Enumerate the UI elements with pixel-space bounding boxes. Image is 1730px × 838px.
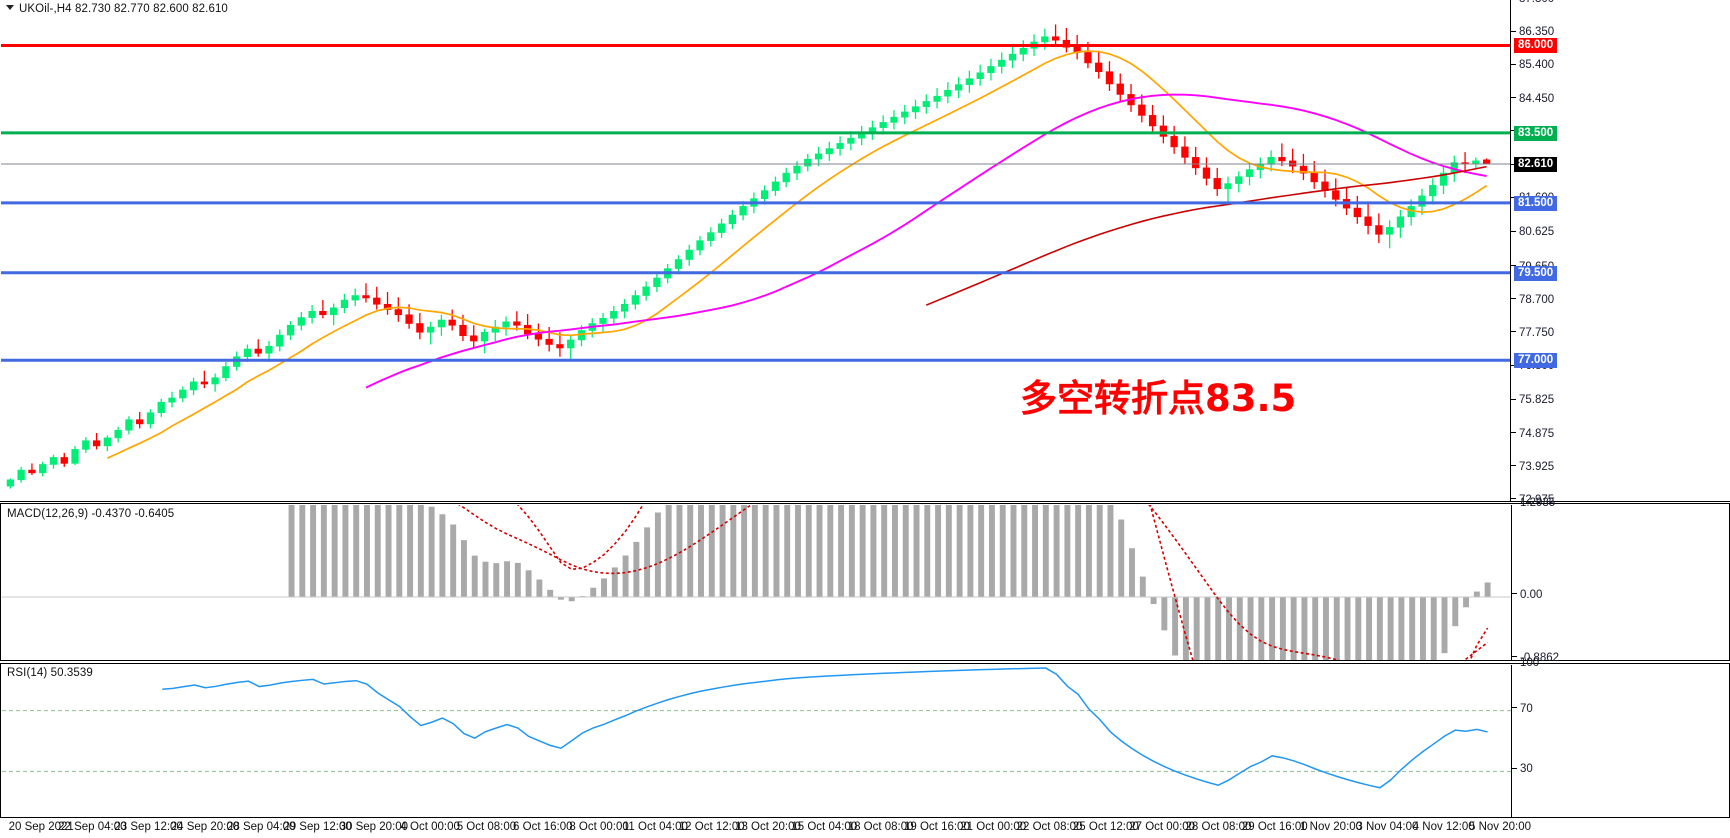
time-axis-label: 15 Oct 04:00: [791, 821, 858, 833]
price-panel: UKOil-,H4 82.730 82.770 82.600 82.610 87…: [0, 0, 1730, 506]
macd-axis-tick: 0.00: [1512, 589, 1542, 601]
price-axis-tick: 74.875: [1511, 428, 1554, 440]
time-axis-label: 30 Sep 20:00: [339, 821, 409, 833]
time-axis[interactable]: 20 Sep 2021 22 Sep 04:00 23 Sep 12:00 24 Se…: [0, 819, 1730, 838]
rsi-panel: RSI(14) 50.3539 100 70 30: [0, 657, 1730, 818]
time-axis-label: 29 Sep 12:00: [283, 821, 352, 833]
price-axis-tick: 73.925: [1511, 461, 1554, 473]
time-axis-label: 5 Oct 08:00: [456, 821, 517, 833]
time-axis-label: 8 Oct 00:00: [569, 821, 629, 833]
chart-annotation: 多空转折点83.5: [1020, 377, 1297, 420]
time-axis-label: 22 Sep 04:00: [58, 821, 127, 833]
time-axis-label: 18 Oct 08:00: [847, 821, 914, 833]
price-axis-tick: 75.825: [1511, 394, 1554, 406]
time-axis-label: 27 Oct 00:00: [1129, 821, 1196, 833]
macd-axis-tick: -0.8862: [1512, 652, 1559, 664]
price-axis-tick: 80.625: [1511, 226, 1554, 238]
time-axis-label: 4 Oct 00:00: [400, 821, 460, 833]
time-axis-label: 1 Nov 20:00: [1300, 821, 1363, 833]
price-level-badge[interactable]: 86.000: [1514, 38, 1558, 54]
time-axis-label: 20 Sep 2021: [8, 821, 74, 833]
chart-title: UKOil-,H4 82.730 82.770 82.600 82.610: [6, 3, 228, 15]
macd-axis-tick: 1.2935: [1520, 497, 1556, 509]
chart-title-text: UKOil-,H4 82.730 82.770 82.600 82.610: [19, 3, 228, 15]
rsi-axis-tick: 100: [1520, 657, 1540, 669]
rsi-axis[interactable]: 100 70 30: [1512, 657, 1730, 817]
time-axis-label: 3 Nov 04:00: [1356, 821, 1419, 833]
price-axis-tick: 87.300: [1511, 0, 1554, 5]
time-axis-label: 28 Oct 08:00: [1185, 821, 1252, 833]
time-axis-label: 19 Oct 16:00: [903, 821, 970, 833]
time-axis-label: 6 Oct 16:00: [513, 821, 573, 833]
time-axis-label: 22 Oct 08:00: [1016, 821, 1083, 833]
price-plot-area[interactable]: [1, 0, 1511, 501]
price-level-badge[interactable]: 81.500: [1514, 195, 1558, 211]
rsi-axis-tick: 30: [1512, 763, 1533, 775]
price-series-layer: [1, 24, 1510, 489]
price-level-badge[interactable]: 79.500: [1514, 265, 1558, 281]
time-axis-label: 28 Sep 04:00: [227, 821, 296, 833]
time-axis-label: 11 Oct 04:00: [622, 821, 688, 833]
time-axis-label: 25 Oct 12:00: [1072, 821, 1139, 833]
macd-axis[interactable]: 1.2935 0.00 -0.8862: [1512, 497, 1730, 664]
price-axis-tick: 78.700: [1511, 294, 1554, 306]
time-axis-label: 13 Oct 20:00: [735, 821, 801, 833]
price-axis-tick: 84.450: [1511, 93, 1554, 105]
price-axis-tick: 85.400: [1511, 59, 1554, 71]
price-level-badge[interactable]: 83.500: [1514, 125, 1558, 141]
price-axis-tick: 77.750: [1511, 327, 1554, 339]
price-axis-tick: 86.350: [1511, 26, 1554, 38]
macd-panel: MACD(12,26,9) -0.4370 -0.6405 1.2935 0.00…: [0, 497, 1730, 664]
time-axis-label: 5 Nov 20:00: [1468, 821, 1532, 833]
macd-label: MACD(12,26,9) -0.4370 -0.6405: [7, 508, 175, 520]
price-level-badge[interactable]: 77.000: [1514, 353, 1558, 369]
time-axis-label: 21 Oct 00:00: [960, 821, 1027, 833]
price-level-badge[interactable]: 82.610: [1514, 157, 1558, 173]
time-axis-label: 29 Oct 16:00: [1241, 821, 1308, 833]
macd-series-layer: [2, 505, 1511, 660]
macd-plot-area[interactable]: [2, 505, 1512, 660]
chevron-down-icon[interactable]: [6, 5, 14, 11]
price-axis[interactable]: 87.30086.35085.40084.45083.50082.55081.6…: [1511, 0, 1730, 506]
rsi-series-layer: [2, 667, 1511, 789]
time-axis-label: 12 Oct 12:00: [678, 821, 745, 833]
time-axis-label: 4 Nov 12:00: [1412, 821, 1475, 833]
rsi-label: RSI(14) 50.3539: [7, 667, 93, 679]
time-axis-label: 24 Sep 20:00: [170, 821, 240, 833]
rsi-axis-tick: 70: [1512, 703, 1533, 715]
rsi-plot-area[interactable]: [2, 665, 1512, 817]
time-axis-label: 23 Sep 12:00: [114, 821, 183, 833]
